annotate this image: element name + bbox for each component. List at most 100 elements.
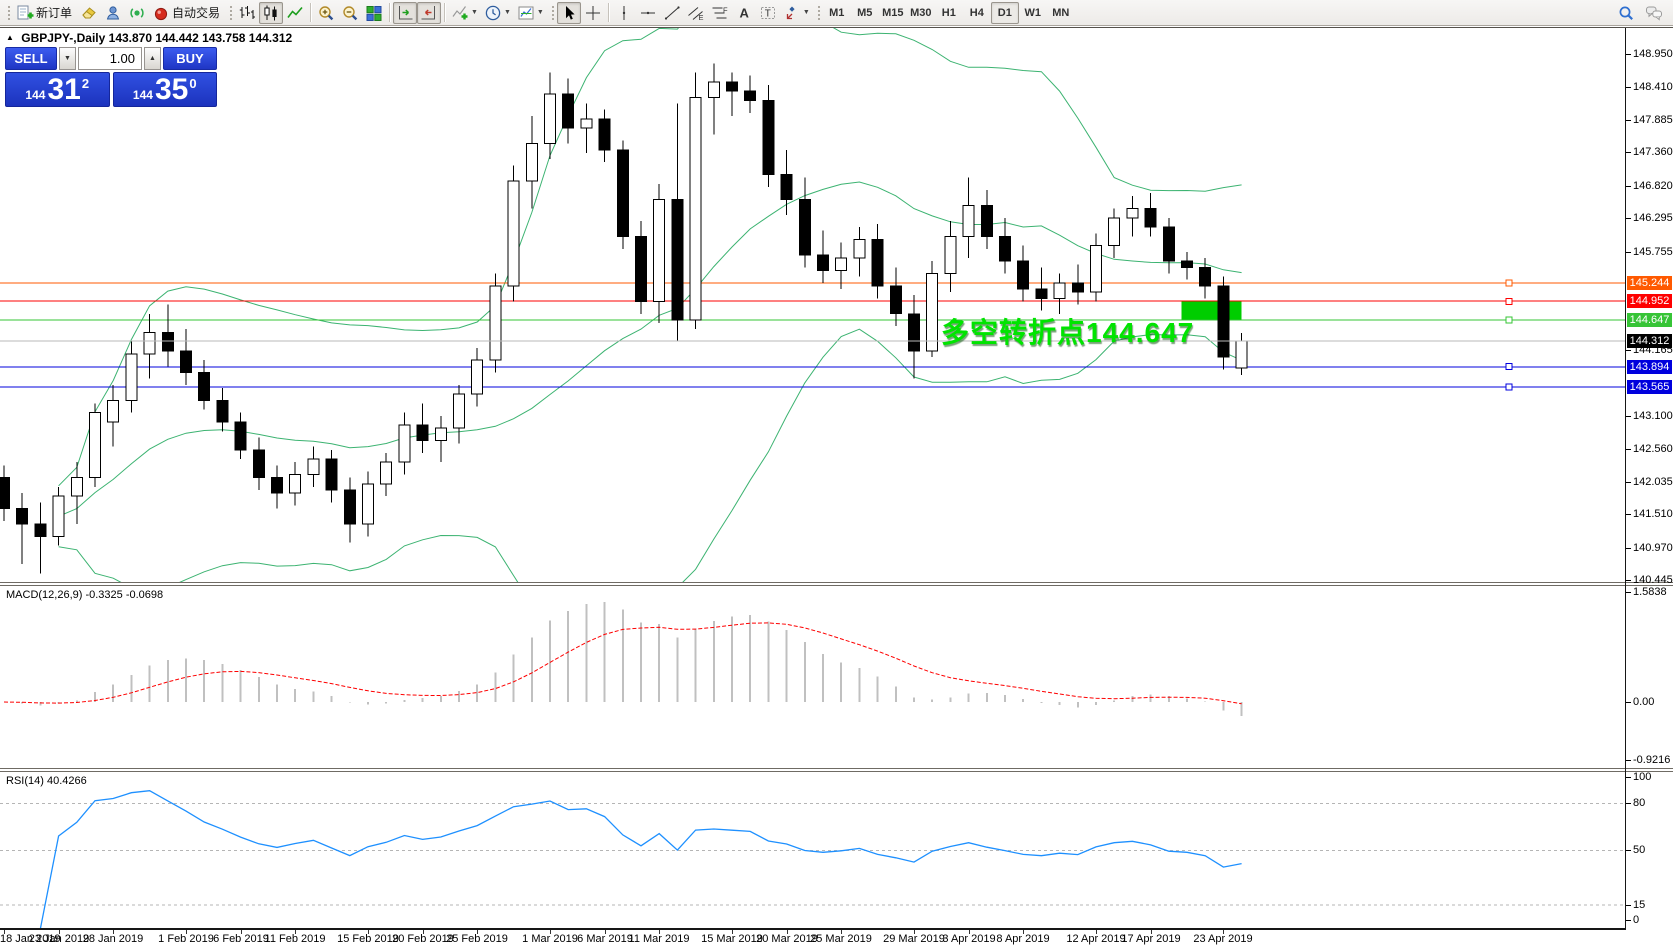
arrows-button[interactable]: ▼: [780, 2, 813, 24]
volume-input[interactable]: 1.00: [78, 47, 142, 70]
rsi-panel-divider[interactable]: [0, 768, 1673, 772]
price-chart-canvas[interactable]: [0, 28, 1625, 582]
buy-price-display[interactable]: 144 35 0: [112, 72, 217, 107]
price-tick-label: 142.035: [1633, 476, 1673, 488]
eraser-button[interactable]: [77, 2, 101, 24]
date-tick: [368, 930, 369, 934]
dropdown-arrow-icon[interactable]: ▼: [536, 9, 544, 16]
signal-icon: [130, 7, 144, 18]
clock-icon: [485, 5, 501, 20]
bar-chart-button[interactable]: [235, 2, 259, 24]
sell-button[interactable]: SELL: [5, 47, 57, 70]
text-button[interactable]: A: [732, 2, 756, 24]
tile-windows-button[interactable]: [362, 2, 386, 24]
trendline-button[interactable]: [660, 2, 684, 24]
candle-21-Feb-2019: [434, 415, 447, 463]
date-tick: [113, 930, 114, 934]
timeframe-d1-button[interactable]: D1: [990, 1, 1019, 24]
candle-1-Mar-2019: [544, 72, 556, 160]
fibonacci-button[interactable]: F: [708, 2, 732, 24]
auto-scroll-button[interactable]: [393, 1, 418, 24]
dropdown-arrow-icon[interactable]: ▼: [802, 9, 810, 16]
equidistant-channel-button[interactable]: E: [684, 2, 708, 24]
candle-14-Feb-2019: [343, 477, 356, 543]
price-tick-label: 148.410: [1633, 81, 1673, 93]
date-label: 25 Mar 2019: [810, 933, 872, 945]
macd-panel-canvas[interactable]: [0, 586, 1625, 768]
macd-axis-label: 1.5838: [1633, 586, 1667, 598]
zoom-out-icon: [343, 5, 358, 20]
date-tick: [241, 930, 242, 934]
periods-button[interactable]: ▼: [481, 2, 514, 24]
price-tick-label: 145.755: [1633, 246, 1673, 258]
crosshair-button[interactable]: [581, 2, 605, 24]
toolbar-grip[interactable]: [549, 3, 554, 22]
date-tick: [1223, 930, 1224, 934]
zoom-in-button[interactable]: [314, 2, 338, 24]
line-handle[interactable]: [1505, 316, 1513, 324]
date-tick: [732, 930, 733, 934]
volume-decrease-button[interactable]: ▼: [59, 47, 76, 70]
zoom-out-button[interactable]: [338, 2, 362, 24]
profile-button[interactable]: [101, 2, 125, 24]
collapse-triangle-icon[interactable]: ▲: [6, 33, 14, 42]
line-handle[interactable]: [1505, 279, 1513, 287]
timeframe-mn-button[interactable]: MN: [1052, 6, 1070, 19]
candle-15-Mar-2019: [726, 72, 738, 116]
cursor-button[interactable]: [556, 1, 581, 24]
timeframe-m15-button[interactable]: M15: [882, 6, 904, 19]
price-tick-label: 146.820: [1633, 180, 1673, 192]
volume-increase-button[interactable]: ▲: [144, 47, 161, 70]
rsi-panel-canvas[interactable]: [0, 772, 1625, 928]
candle-8-Mar-2019: [635, 221, 647, 314]
chart-shift-button[interactable]: [417, 1, 442, 24]
text-label-button[interactable]: T: [756, 2, 780, 24]
svg-text:E: E: [698, 13, 703, 22]
chat-button[interactable]: [1642, 2, 1666, 24]
candle-22-Apr-2019: [1199, 258, 1212, 299]
indicators-icon: [452, 5, 468, 19]
candle-6-Feb-2019: [234, 412, 247, 460]
timeframe-m30-button[interactable]: M30: [910, 6, 932, 19]
axis-tick: [1626, 186, 1631, 187]
date-tick: [550, 930, 551, 934]
timeframe-h1-button[interactable]: H1: [941, 6, 956, 19]
current-price-badge: 144.312: [1627, 334, 1672, 348]
candle-7-Mar-2019: [616, 140, 629, 249]
horizontal-line-button[interactable]: [636, 2, 660, 24]
macd-signal-line: [3, 622, 1242, 705]
toolbar-grip[interactable]: [815, 3, 820, 22]
buy-price-prefix: 144: [132, 88, 153, 102]
timeframe-w1-button[interactable]: W1: [1024, 6, 1042, 19]
date-label: 23 Apr 2019: [1193, 933, 1253, 945]
line-handle[interactable]: [1505, 383, 1513, 391]
dropdown-arrow-icon[interactable]: ▼: [471, 9, 478, 16]
candle-26-Mar-2019: [853, 227, 866, 277]
new-order-button[interactable]: 新订单: [13, 2, 77, 24]
indicators-button[interactable]: ▼: [448, 2, 481, 24]
toolbar-grip[interactable]: [6, 3, 10, 22]
candle-15-Apr-2019: [1108, 208, 1121, 259]
search-button[interactable]: [1614, 2, 1638, 24]
toolbar-grip[interactable]: [228, 3, 233, 22]
signals-button[interactable]: [125, 2, 149, 24]
vline-icon: [622, 5, 626, 20]
chart-window[interactable]: 148.950 148.410 147.885 147.360 146.820 146.2…: [0, 27, 1673, 950]
timeframe-m5-button[interactable]: M5: [857, 6, 873, 19]
dropdown-arrow-icon[interactable]: ▼: [503, 9, 511, 16]
sell-price-display[interactable]: 144 31 2: [5, 72, 110, 107]
line-handle[interactable]: [1505, 363, 1513, 371]
timeframe-m1-button[interactable]: M1: [829, 6, 845, 19]
auto-trading-button[interactable]: 自动交易: [149, 2, 225, 24]
candle-25-Feb-2019: [471, 347, 484, 407]
macd-panel-divider[interactable]: [0, 582, 1673, 586]
buy-button[interactable]: BUY: [163, 47, 217, 70]
candle-24-Apr-2019: [1235, 332, 1248, 375]
vertical-line-button[interactable]: [612, 2, 636, 24]
candlestick-chart-button[interactable]: [259, 1, 284, 24]
timeframe-h4-button[interactable]: H4: [969, 6, 984, 19]
line-handle[interactable]: [1505, 297, 1513, 305]
line-chart-button[interactable]: [283, 2, 307, 24]
candle-29-Jan-2019: [125, 341, 138, 413]
templates-button[interactable]: ▼: [514, 2, 547, 24]
